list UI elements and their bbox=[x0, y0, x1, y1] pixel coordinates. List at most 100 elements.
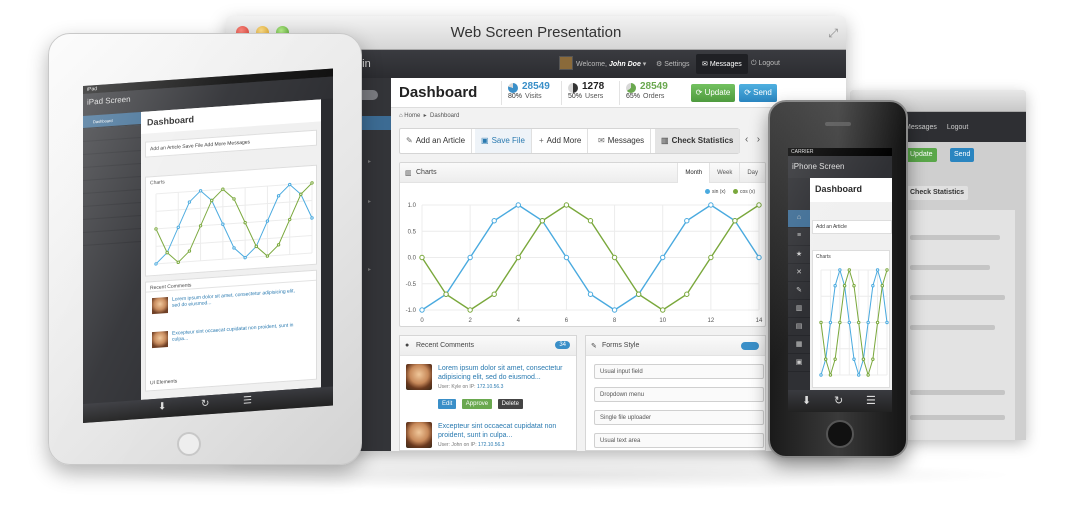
secondary-line bbox=[910, 265, 990, 270]
edit-button[interactable]: Edit bbox=[438, 399, 457, 409]
tab-week[interactable]: Week bbox=[709, 163, 739, 183]
secondary-update-button[interactable]: Update bbox=[906, 148, 937, 162]
list-icon[interactable]: ☰ bbox=[243, 395, 252, 407]
data-point bbox=[276, 194, 281, 198]
iphone-add-article-button[interactable]: Add an Article bbox=[812, 220, 892, 234]
fullscreen-icon[interactable]: ⤢ bbox=[828, 26, 838, 40]
file-uploader[interactable]: Single file uploader bbox=[594, 410, 764, 425]
update-button[interactable]: ⟳ Update bbox=[691, 84, 735, 102]
iphone-charts-title: Charts bbox=[816, 254, 831, 260]
data-point bbox=[857, 373, 861, 377]
add-article-button[interactable]: ✎ Add an Article bbox=[400, 129, 473, 153]
data-point bbox=[276, 243, 281, 247]
panel-toggle[interactable] bbox=[741, 342, 759, 350]
charts-panel-header: ▥ Charts Month Week Day bbox=[400, 163, 765, 183]
iphone-sidebar-item[interactable]: ⌂ bbox=[788, 210, 810, 228]
breadcrumb-home[interactable]: Home bbox=[404, 113, 421, 119]
messages-link[interactable]: ✉ Messages bbox=[696, 54, 748, 74]
comment-text[interactable]: Excepteur sint occaecat cupidatat non pr… bbox=[438, 423, 557, 439]
data-point bbox=[491, 291, 497, 297]
save-file-button[interactable]: ▣ Save File bbox=[475, 129, 532, 153]
refresh-icon[interactable]: ↻ bbox=[834, 395, 844, 407]
data-point bbox=[563, 202, 570, 208]
grid-line bbox=[156, 199, 312, 212]
sidebar-chevron-icon[interactable]: ▸ bbox=[368, 159, 372, 165]
iphone-sidebar-item[interactable]: ▦ bbox=[788, 336, 810, 354]
welcome-text[interactable]: Welcome, John Doe ▾ bbox=[576, 61, 647, 68]
download-icon[interactable]: ⬇ bbox=[158, 401, 167, 413]
add-more-button[interactable]: + Add More bbox=[533, 129, 589, 153]
iphone-sidebar-item[interactable]: ▥ bbox=[788, 300, 810, 318]
floor-shadow bbox=[60, 460, 1020, 490]
ipad-home-button[interactable] bbox=[177, 432, 201, 456]
mail-icon: ✉ bbox=[702, 61, 708, 68]
chevron-right-icon[interactable]: › bbox=[756, 134, 761, 145]
data-point bbox=[491, 218, 497, 224]
x-tick-label: 6 bbox=[565, 318, 569, 324]
ipad-action-toolbar[interactable]: Add an Article Save File Add More Messag… bbox=[145, 129, 317, 158]
approve-button[interactable]: Approve bbox=[461, 399, 493, 409]
usual-input-field[interactable]: Usual input field bbox=[594, 364, 764, 379]
iphone-sidebar-item[interactable]: ▣ bbox=[788, 354, 810, 372]
data-point bbox=[819, 373, 823, 377]
data-point bbox=[852, 357, 856, 361]
logout-label: Logout bbox=[758, 60, 780, 67]
ipad-sidebar: Dashboard bbox=[83, 111, 141, 404]
comment-meta: User: Kyle on IP: 172.10.56.3 bbox=[438, 384, 504, 390]
delete-button[interactable]: Delete bbox=[497, 399, 523, 409]
secondary-logout-link[interactable]: Logout bbox=[946, 124, 969, 131]
data-point bbox=[838, 320, 842, 325]
ipad-comment-text[interactable]: Excepteur sint occaecat cupidatat non pr… bbox=[172, 322, 294, 343]
secondary-line bbox=[910, 390, 1005, 395]
dropdown-menu[interactable]: Dropdown menu bbox=[594, 387, 764, 402]
ipad-comment-text[interactable]: Lorem ipsum dolor sit amet, consectetur … bbox=[172, 288, 295, 309]
ipad-sidebar-item[interactable] bbox=[83, 228, 141, 246]
data-point bbox=[176, 260, 180, 265]
chevron-left-icon[interactable]: ‹ bbox=[745, 134, 749, 145]
settings-link[interactable]: ⚙ Settings bbox=[656, 60, 690, 68]
iphone-sidebar-item[interactable]: ✎ bbox=[788, 282, 810, 300]
data-point bbox=[221, 187, 225, 191]
tab-day[interactable]: Day bbox=[739, 163, 765, 183]
usual-textarea[interactable]: Usual text area bbox=[594, 433, 764, 448]
send-button[interactable]: ⟳ Send bbox=[739, 84, 777, 102]
iphone-sidebar-item[interactable]: ▤ bbox=[788, 318, 810, 336]
refresh-icon[interactable]: ↻ bbox=[201, 398, 210, 410]
data-point bbox=[732, 218, 738, 224]
stat-value: 1278 bbox=[582, 81, 605, 92]
messages-button[interactable]: ✉ Messages bbox=[592, 129, 652, 153]
secondary-send-button[interactable]: Send bbox=[950, 148, 975, 162]
comment-text[interactable]: Lorem ipsum dolor sit amet, consectetur … bbox=[438, 365, 563, 381]
avatar[interactable] bbox=[559, 56, 573, 70]
iphone-sidebar-item[interactable]: ★ bbox=[788, 246, 810, 264]
sidebar-chevron-icon[interactable]: ▸ bbox=[368, 267, 372, 273]
download-icon[interactable]: ⬇ bbox=[802, 395, 812, 407]
data-point bbox=[635, 291, 642, 297]
logout-link[interactable]: ⏻ Logout bbox=[751, 60, 780, 68]
data-point bbox=[861, 357, 866, 361]
data-point bbox=[611, 254, 618, 261]
iphone-sidebar-item[interactable]: ≡ bbox=[788, 228, 810, 246]
secondary-messages-link[interactable]: Messages bbox=[905, 124, 937, 131]
data-point bbox=[587, 218, 594, 224]
sidebar-search-pill[interactable] bbox=[356, 90, 378, 100]
chart-legend: sin (x) cos (x) bbox=[699, 189, 755, 195]
secondary-line bbox=[910, 295, 1005, 300]
data-point bbox=[684, 218, 690, 224]
data-point bbox=[871, 284, 875, 288]
sidebar-chevron-icon[interactable]: ▸ bbox=[368, 199, 372, 205]
charts-panel: ▥ Charts Month Week Day sin (x) cos (x) … bbox=[399, 162, 766, 327]
grid-line bbox=[156, 217, 312, 230]
check-statistics-button[interactable]: ▥ Check Statistics bbox=[655, 129, 741, 153]
secondary-check-statistics[interactable]: Check Statistics bbox=[906, 186, 969, 200]
sidebar-item-active[interactable] bbox=[356, 116, 391, 130]
iphone-sidebar-item[interactable]: ✕ bbox=[788, 264, 810, 282]
iphone-screen: CARRIER iPhone Screen ⌂ ≡ ★ ✕ ✎ ▥ ▤ ▦ ▣ … bbox=[788, 148, 892, 412]
tab-month[interactable]: Month bbox=[677, 163, 710, 183]
list-icon[interactable]: ☰ bbox=[866, 395, 876, 407]
chart-tabs: Month Week Day bbox=[677, 163, 765, 183]
data-point bbox=[875, 320, 880, 325]
comments-count-badge: 34 bbox=[555, 341, 570, 349]
iphone-home-button[interactable] bbox=[826, 420, 854, 448]
forms-style-panel: ✎ Forms Style Usual input field Dropdown… bbox=[585, 335, 766, 451]
